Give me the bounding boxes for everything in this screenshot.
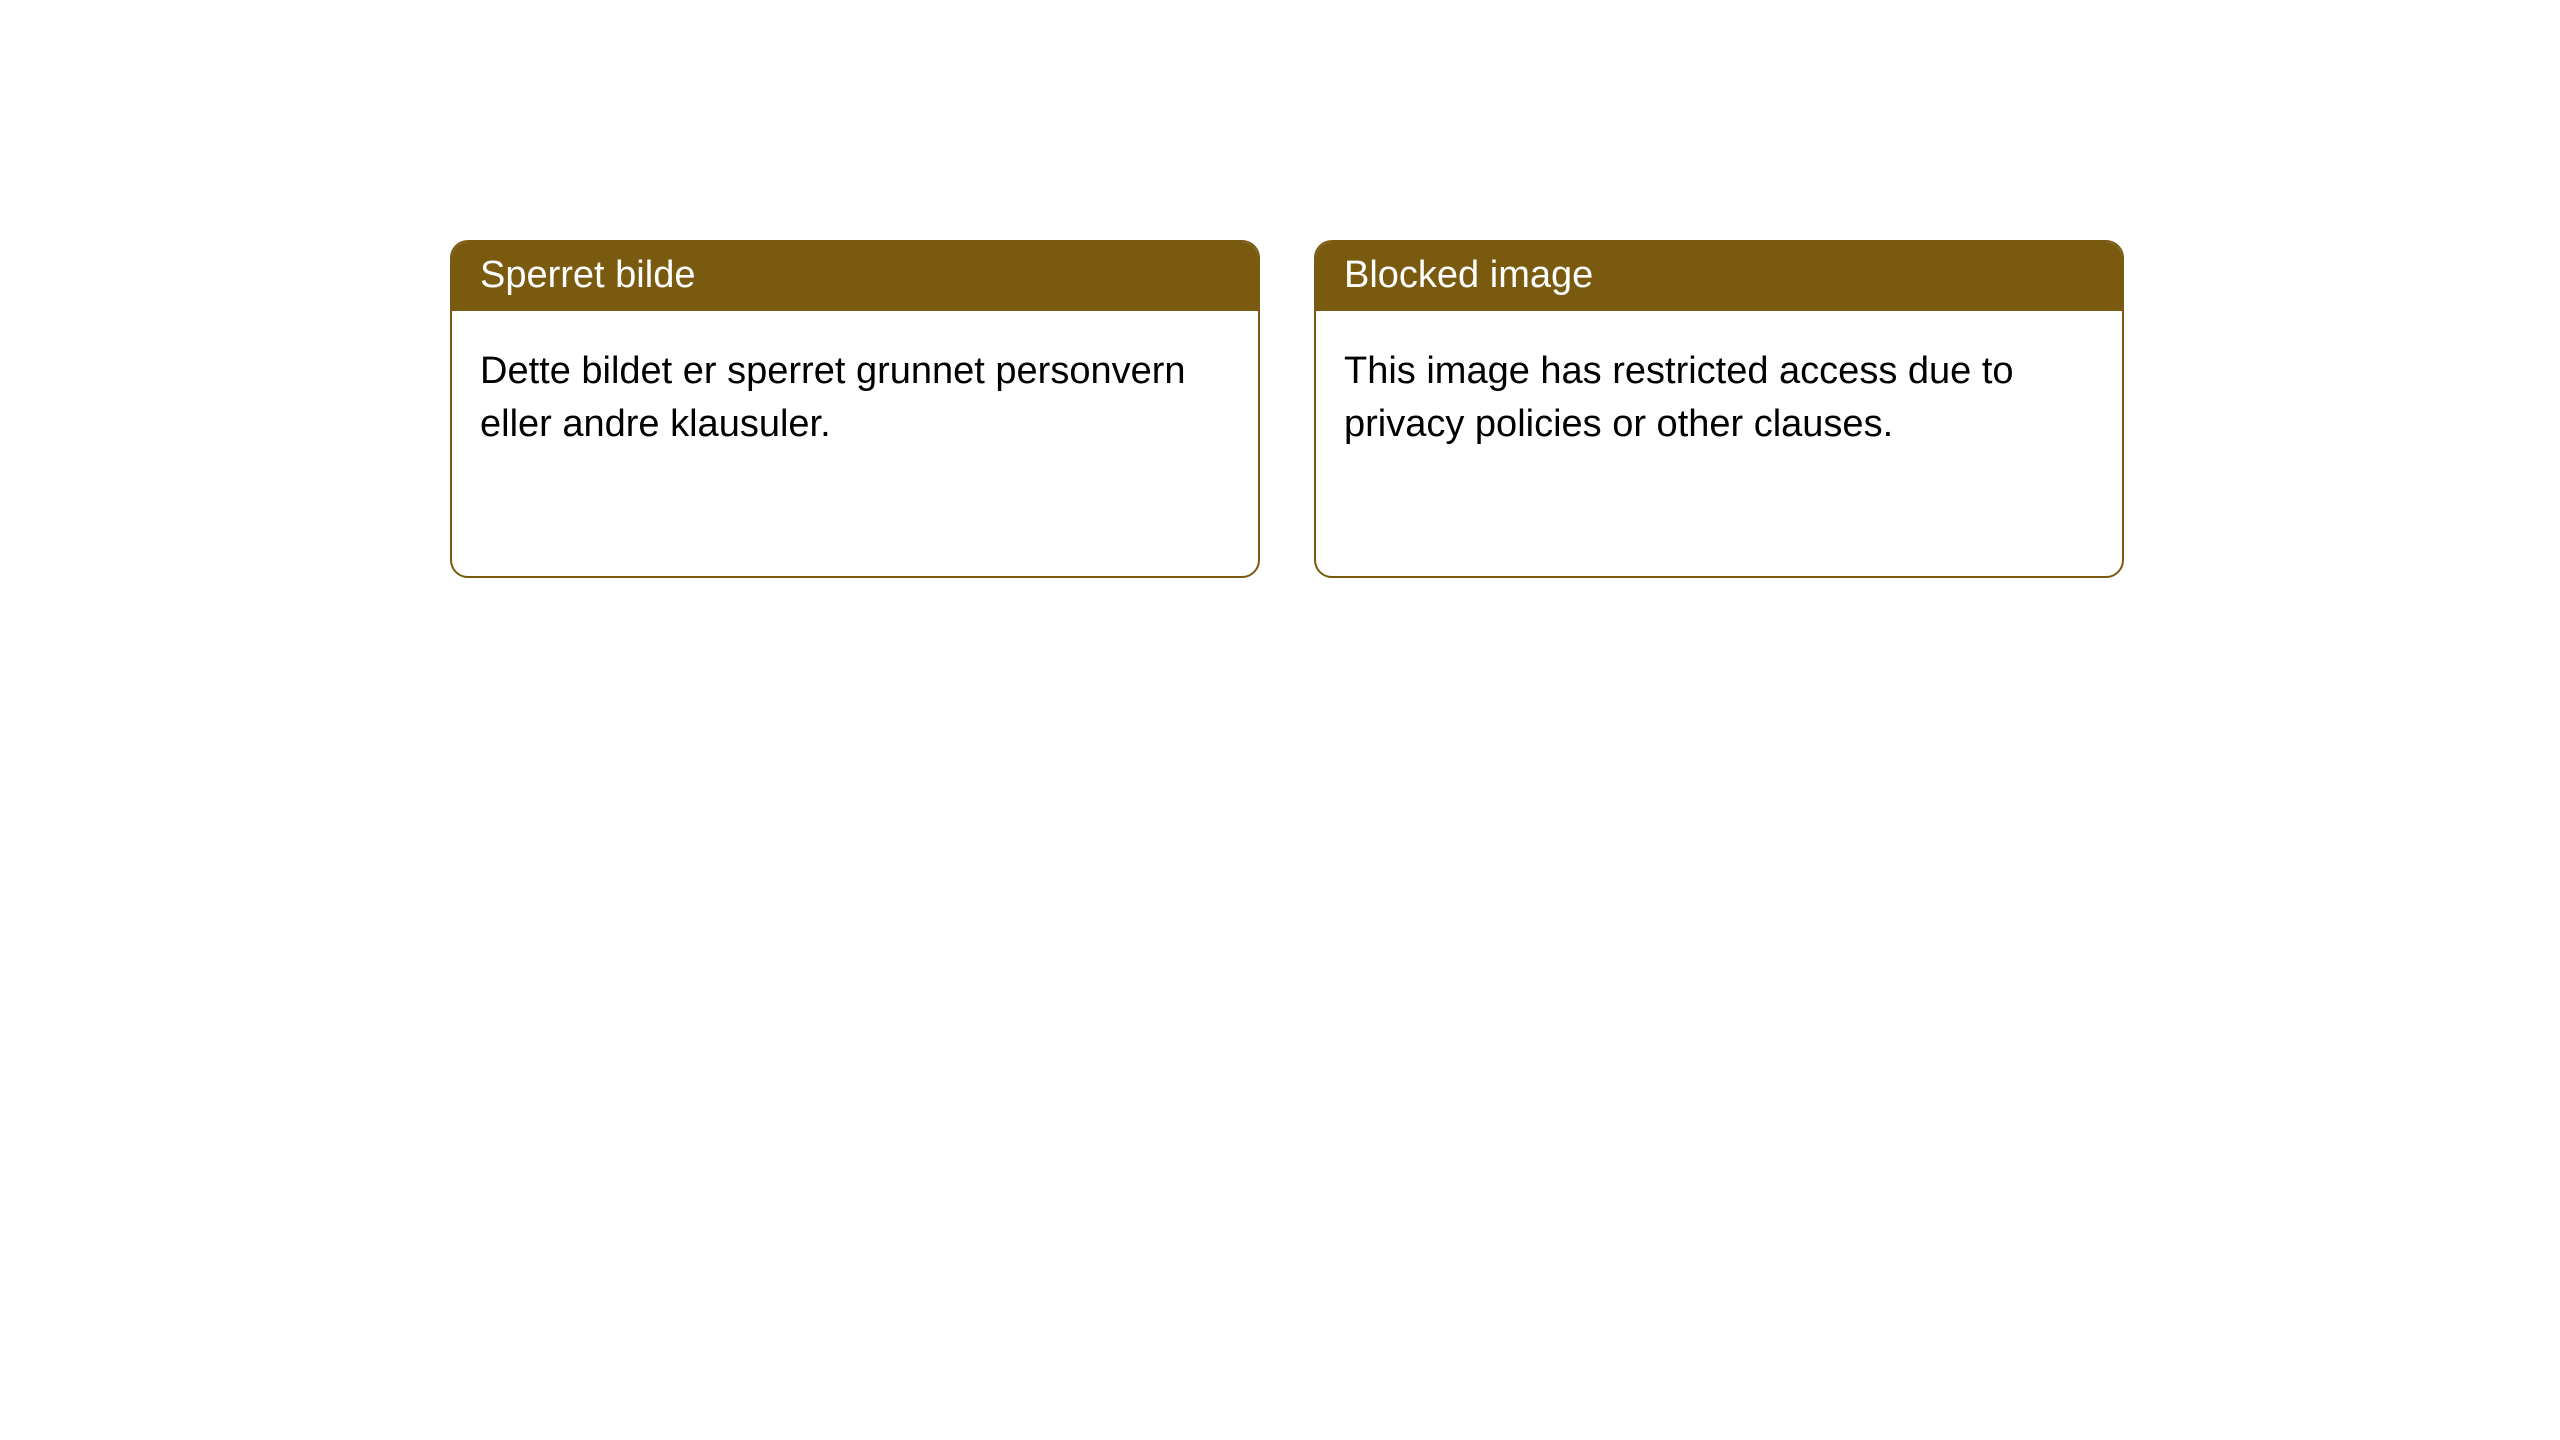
notice-card-body: Dette bildet er sperret grunnet personve… xyxy=(452,311,1258,484)
notice-container: Sperret bilde Dette bildet er sperret gr… xyxy=(0,0,2560,578)
notice-card-norwegian: Sperret bilde Dette bildet er sperret gr… xyxy=(450,240,1260,578)
notice-card-body: This image has restricted access due to … xyxy=(1316,311,2122,484)
notice-card-title: Blocked image xyxy=(1316,242,2122,311)
notice-card-title: Sperret bilde xyxy=(452,242,1258,311)
notice-card-english: Blocked image This image has restricted … xyxy=(1314,240,2124,578)
